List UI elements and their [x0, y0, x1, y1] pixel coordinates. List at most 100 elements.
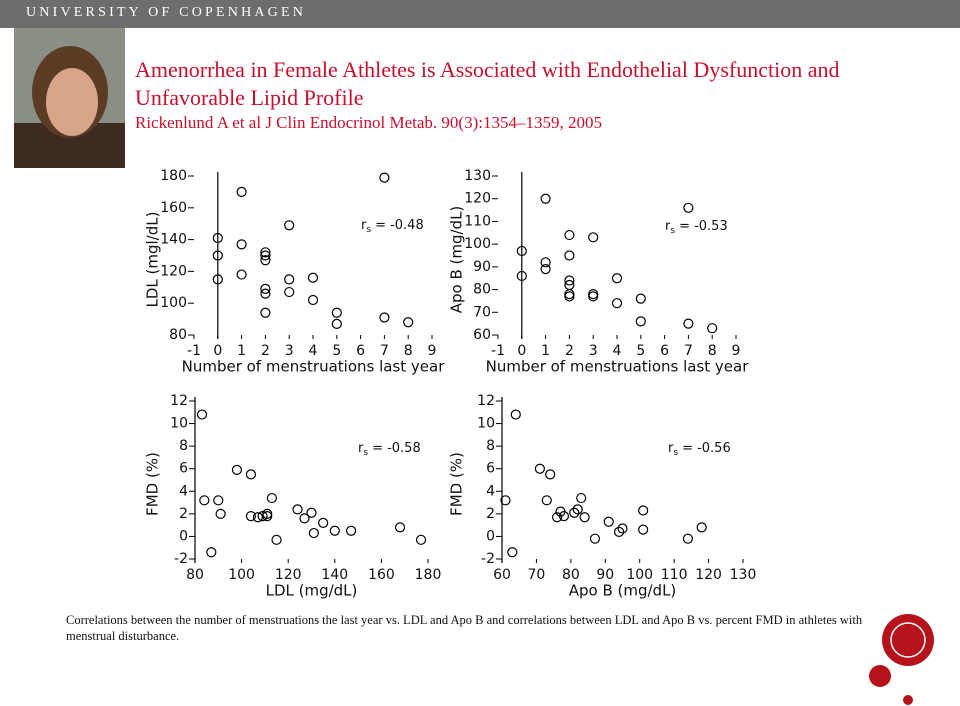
x-tick-label: 9	[428, 343, 437, 359]
scatter-point	[683, 318, 694, 329]
x-tick-label: -1	[491, 343, 505, 359]
scatter-point	[635, 293, 646, 304]
y-tick-label: 4	[486, 483, 495, 499]
scatter-point	[299, 513, 310, 524]
y-axis-label: Apo B (mg/dL)	[448, 206, 466, 314]
x-tick-label: 7	[684, 343, 693, 359]
correlation-stat-subscript: s	[673, 448, 678, 458]
scatter-point	[569, 507, 580, 518]
scatter-point	[588, 289, 599, 300]
scatter-point	[500, 495, 511, 506]
scatter-point	[318, 517, 329, 528]
scatter-point	[257, 511, 268, 522]
x-tick-label: 100	[228, 567, 255, 583]
caption: Correlations between the number of menst…	[66, 613, 863, 643]
x-tick-label: 120	[695, 567, 722, 583]
y-tick-label: 2	[179, 506, 188, 522]
scatter-point	[245, 511, 257, 522]
y-tick-label: 12	[477, 393, 495, 409]
scatter-point	[212, 232, 223, 244]
x-tick-label: 6	[660, 343, 669, 359]
y-tick-label: 140	[160, 232, 187, 248]
y-tick-label: 6	[486, 461, 495, 477]
scatter-point	[603, 516, 614, 527]
y-tick-label: 12	[170, 393, 188, 409]
scatter-point	[308, 527, 319, 539]
correlation-label: rs = -0.48	[361, 218, 424, 235]
scatter-point	[213, 495, 224, 506]
x-tick-label: 180	[415, 567, 442, 583]
scatter-point	[307, 294, 319, 306]
x-tick-label: 7	[380, 343, 389, 359]
x-tick-label: 4	[309, 343, 318, 359]
y-tick-label: 10	[170, 416, 188, 432]
correlation-label: rs = -0.53	[665, 219, 728, 236]
y-tick-label: 160	[160, 200, 187, 216]
scatter-point	[588, 232, 599, 243]
slide-title: Amenorrhea in Female Athletes is Associa…	[135, 56, 839, 112]
scatter-point	[212, 250, 223, 261]
scatter-point	[196, 409, 208, 420]
x-tick-label: 160	[368, 567, 395, 583]
university-header: UNIVERSITY OF COPENHAGEN	[26, 5, 307, 20]
correlation-stat-symbol: r	[358, 441, 364, 456]
scatter-point	[415, 534, 427, 545]
university-logo	[869, 614, 934, 705]
scatter-point	[236, 269, 247, 280]
correlation-label: rs = -0.56	[668, 441, 731, 458]
x-tick-label: 60	[493, 567, 511, 583]
y-tick-label: 80	[473, 282, 491, 298]
y-tick-label: 70	[473, 304, 491, 320]
scatter-point	[564, 250, 575, 261]
x-tick-label: 8	[404, 343, 413, 359]
scatter-point	[245, 469, 257, 480]
correlation-stat-value: = -0.53	[679, 219, 728, 234]
correlation-stat-subscript: s	[366, 225, 371, 235]
y-tick-label: 0	[179, 528, 188, 544]
title-line: Amenorrhea in Female Athletes is Associa…	[135, 57, 840, 82]
x-tick-label: 3	[589, 343, 598, 359]
y-tick-label: 10	[477, 416, 495, 432]
scatter-point	[540, 257, 551, 268]
scatter-point	[613, 526, 625, 538]
x-tick-label: 5	[332, 343, 341, 359]
scatter-point	[611, 273, 623, 284]
x-tick-label: 0	[213, 343, 222, 359]
y-tick-label: 130	[464, 168, 491, 184]
scatter-point	[236, 186, 247, 197]
scatter-point	[199, 495, 210, 506]
scatter-point	[696, 522, 707, 533]
scatter-point	[284, 286, 295, 298]
scatter-point	[403, 317, 414, 328]
scatter-point	[307, 272, 319, 283]
x-tick-label: 2	[261, 343, 270, 359]
top-bar: UNIVERSITY OF COPENHAGEN	[0, 0, 960, 28]
y-tick-label: 0	[486, 528, 495, 544]
scatter-point	[212, 274, 223, 285]
y-tick-label: 6	[179, 461, 188, 477]
correlation-stat-value: = -0.56	[682, 441, 731, 456]
correlation-stat-symbol: r	[665, 219, 671, 234]
y-tick-label: 180	[160, 168, 187, 184]
scatter-point	[576, 492, 587, 504]
x-axis-label: LDL (mg/dL)	[266, 582, 358, 600]
title-line: Unfavorable Lipid Profile	[135, 85, 364, 110]
y-tick-label: -2	[174, 551, 188, 567]
y-tick-label: 100	[464, 236, 491, 252]
y-tick-label: 80	[169, 327, 187, 343]
correlation-stat-subscript: s	[670, 226, 675, 236]
x-axis-label: Number of menstruations last year	[182, 358, 446, 376]
scatter-point	[215, 508, 226, 519]
scatter-point	[260, 255, 271, 266]
y-axis-label: LDL (mgl/dL)	[144, 212, 162, 308]
y-axis-label: FMD (%)	[448, 452, 466, 516]
scatter-point	[564, 291, 575, 302]
scatter-point	[683, 202, 694, 213]
scatter-point	[284, 274, 295, 285]
scatter-point	[588, 291, 599, 302]
correlation-stat-symbol: r	[668, 441, 674, 456]
scatter-point	[510, 409, 521, 420]
scatter-point	[635, 316, 646, 327]
scatter-point	[260, 250, 271, 261]
